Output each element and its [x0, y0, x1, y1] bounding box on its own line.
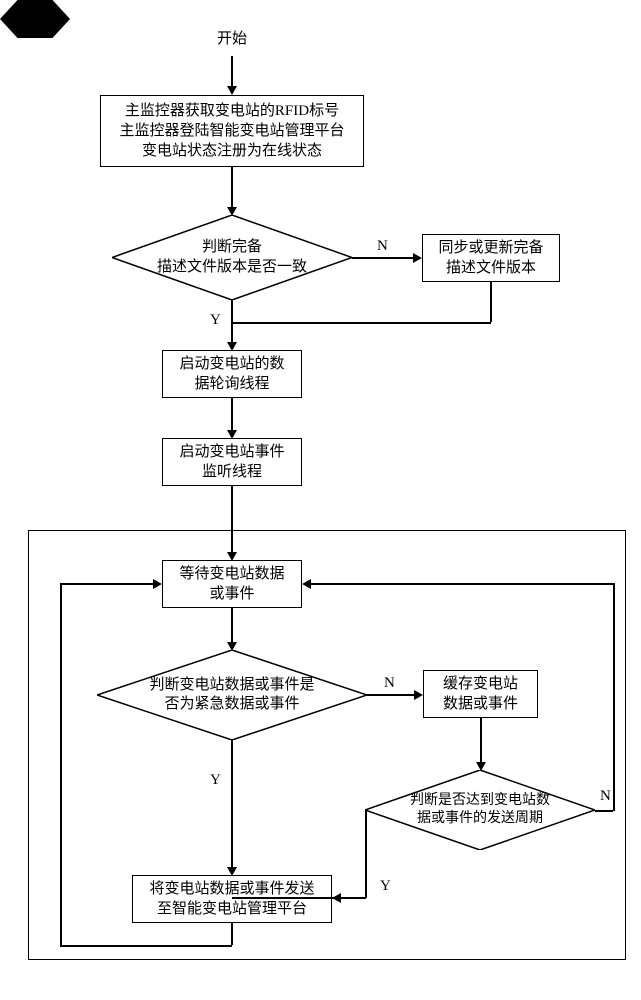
node-start-polling-label: 启动变电站的数 据轮询线程 [179, 354, 284, 395]
node-wait-data: 等待变电站数据 或事件 [162, 560, 302, 608]
edge [595, 810, 613, 812]
node-start-polling: 启动变电站的数 据轮询线程 [162, 350, 302, 398]
decision-send-period-label: 判断是否达到变电站数 据或事件的发送周期 [410, 792, 550, 828]
edge [367, 694, 416, 696]
edge [60, 583, 155, 585]
node-start-listener-label: 启动变电站事件 监听线程 [179, 442, 284, 483]
arrow-icon [153, 579, 162, 589]
decision-urgent: 判断变电站数据或事件是 否为紧急数据或事件 [97, 650, 367, 740]
edge [60, 945, 232, 947]
arrow-icon [227, 430, 237, 439]
edge [231, 56, 233, 88]
edge [365, 810, 366, 812]
arrow-icon [332, 893, 341, 903]
arrow-icon [227, 552, 237, 561]
edge [231, 167, 233, 209]
node-sync-version-label: 同步或更新完备 描述文件版本 [438, 238, 543, 279]
edge [365, 810, 367, 898]
edge [480, 718, 482, 764]
edge [231, 398, 233, 432]
node-acquire-rfid: 主监控器获取变电站的RFID标号 主监控器登陆智能变电站管理平台 变电站状态注册… [100, 95, 364, 167]
node-cache-data-label: 缓存变电站 数据或事件 [443, 674, 518, 715]
node-acquire-rfid-label: 主监控器获取变电站的RFID标号 主监控器登陆智能变电站管理平台 变电站状态注册… [119, 101, 344, 162]
decision-urgent-label: 判断变电站数据或事件是 否为紧急数据或事件 [149, 676, 314, 715]
start-label: 开始 [217, 27, 247, 48]
arrow-icon [476, 762, 486, 771]
edge-label-y: Y [210, 772, 221, 789]
node-cache-data: 缓存变电站 数据或事件 [423, 670, 538, 718]
edge-label-y: Y [380, 878, 391, 895]
edge [60, 583, 62, 946]
arrow-icon [227, 207, 237, 216]
node-wait-data-label: 等待变电站数据 或事件 [179, 564, 284, 605]
edge-label-n: N [377, 238, 388, 255]
edge [613, 583, 615, 811]
edge [231, 608, 233, 644]
edge [231, 740, 233, 869]
node-send-data: 将变电站数据或事件发送 至智能变电站管理平台 [132, 875, 332, 923]
edge-label-n: N [384, 675, 395, 692]
decision-version-match: 判断完备 描述文件版本是否一致 [112, 215, 352, 300]
arrow-icon [227, 867, 237, 876]
edge [310, 583, 614, 585]
arrow-icon [414, 690, 423, 700]
node-send-data-label: 将变电站数据或事件发送 至智能变电站管理平台 [149, 879, 314, 920]
arrow-icon [227, 86, 237, 95]
edge [352, 257, 415, 259]
decision-version-match-label: 判断完备 描述文件版本是否一致 [157, 238, 307, 277]
node-start-listener: 启动变电站事件 监听线程 [162, 438, 302, 486]
start-node [0, 0, 70, 38]
arrow-icon [302, 579, 311, 589]
edge [231, 486, 233, 554]
edge [490, 282, 492, 322]
start-node-inner: 开始 [199, 20, 265, 54]
node-sync-version: 同步或更新完备 描述文件版本 [422, 234, 560, 282]
edge-label-y: Y [210, 312, 221, 329]
arrow-icon [413, 253, 422, 263]
arrow-icon [227, 642, 237, 651]
edge-label-n: N [600, 788, 611, 805]
edge [231, 923, 233, 945]
decision-send-period: 判断是否达到变电站数 据或事件的发送周期 [365, 770, 595, 850]
edge [231, 322, 491, 324]
arrow-icon [227, 342, 237, 351]
